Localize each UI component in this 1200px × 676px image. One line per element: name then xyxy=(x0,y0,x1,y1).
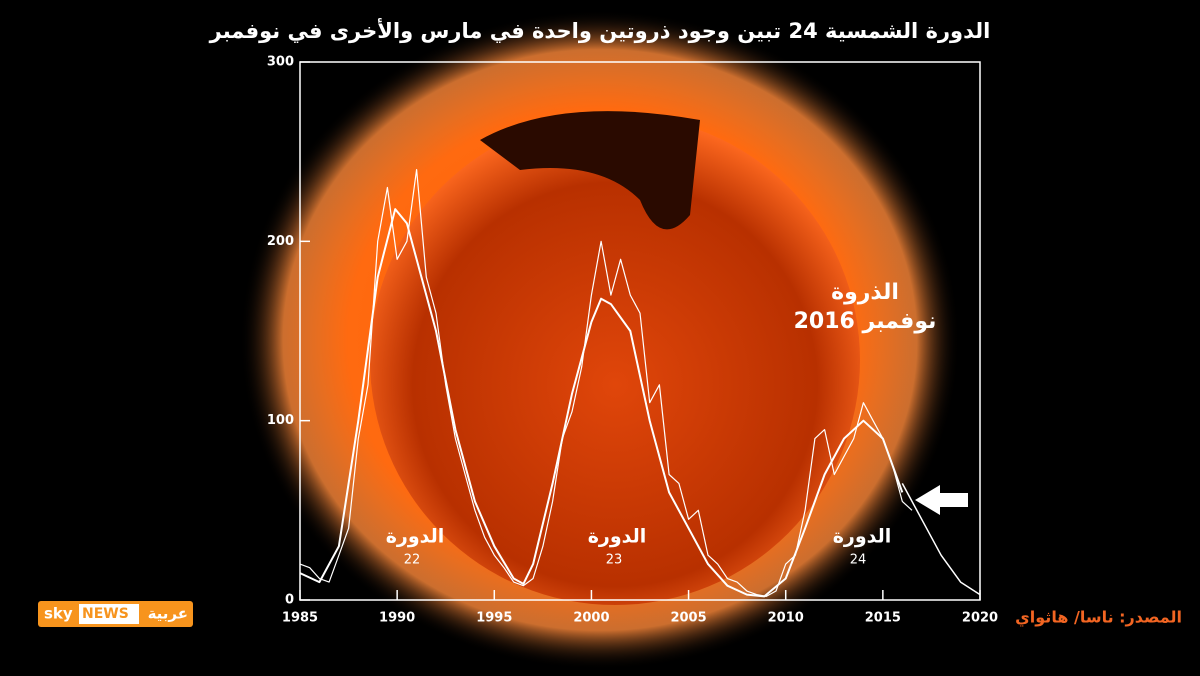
y-tick-label: 300 xyxy=(267,55,294,70)
data-line xyxy=(901,483,981,596)
logo-news-box xyxy=(79,604,139,624)
arrow xyxy=(915,485,968,515)
x-tick-label: 1985 xyxy=(282,611,318,626)
coronal-hole xyxy=(480,111,700,230)
x-tick-label: 1990 xyxy=(379,611,415,626)
y-tick-label: 0 xyxy=(285,593,294,608)
y-tick-label: 100 xyxy=(267,413,294,428)
x-tick-label: 2005 xyxy=(670,611,706,626)
cycle-label: الدورة xyxy=(833,526,892,548)
plot-frame xyxy=(299,61,981,601)
data-line xyxy=(299,169,913,597)
cycle-label: الدورة xyxy=(588,526,647,548)
x-tick-label: 1995 xyxy=(476,611,512,626)
peak-date: نوفمبر 2016 xyxy=(794,309,937,334)
source: المصدر: ناسا/ هاثواي xyxy=(1015,608,1182,628)
x-tick-label: 2010 xyxy=(768,611,804,626)
x-tick-label: 2000 xyxy=(573,611,609,626)
sun-disc xyxy=(370,115,860,605)
cycle-number: 22 xyxy=(404,553,421,568)
data-line xyxy=(299,208,904,598)
logo-arabic: عربية xyxy=(148,605,188,623)
peak-label: الذروة xyxy=(831,280,899,305)
logo-news: NEWS xyxy=(82,606,129,622)
cycle-label: الدورة xyxy=(386,526,445,548)
logo-sky: sky xyxy=(44,605,73,623)
x-tick-label: 2020 xyxy=(962,611,998,626)
chart-title: الدورة الشمسية 24 تبين وجود ذروتين واحدة… xyxy=(209,17,991,43)
cycle-number: 23 xyxy=(606,553,623,568)
y-tick-label: 200 xyxy=(267,234,294,249)
cycle-number: 24 xyxy=(850,553,867,568)
x-tick-label: 2015 xyxy=(865,611,901,626)
